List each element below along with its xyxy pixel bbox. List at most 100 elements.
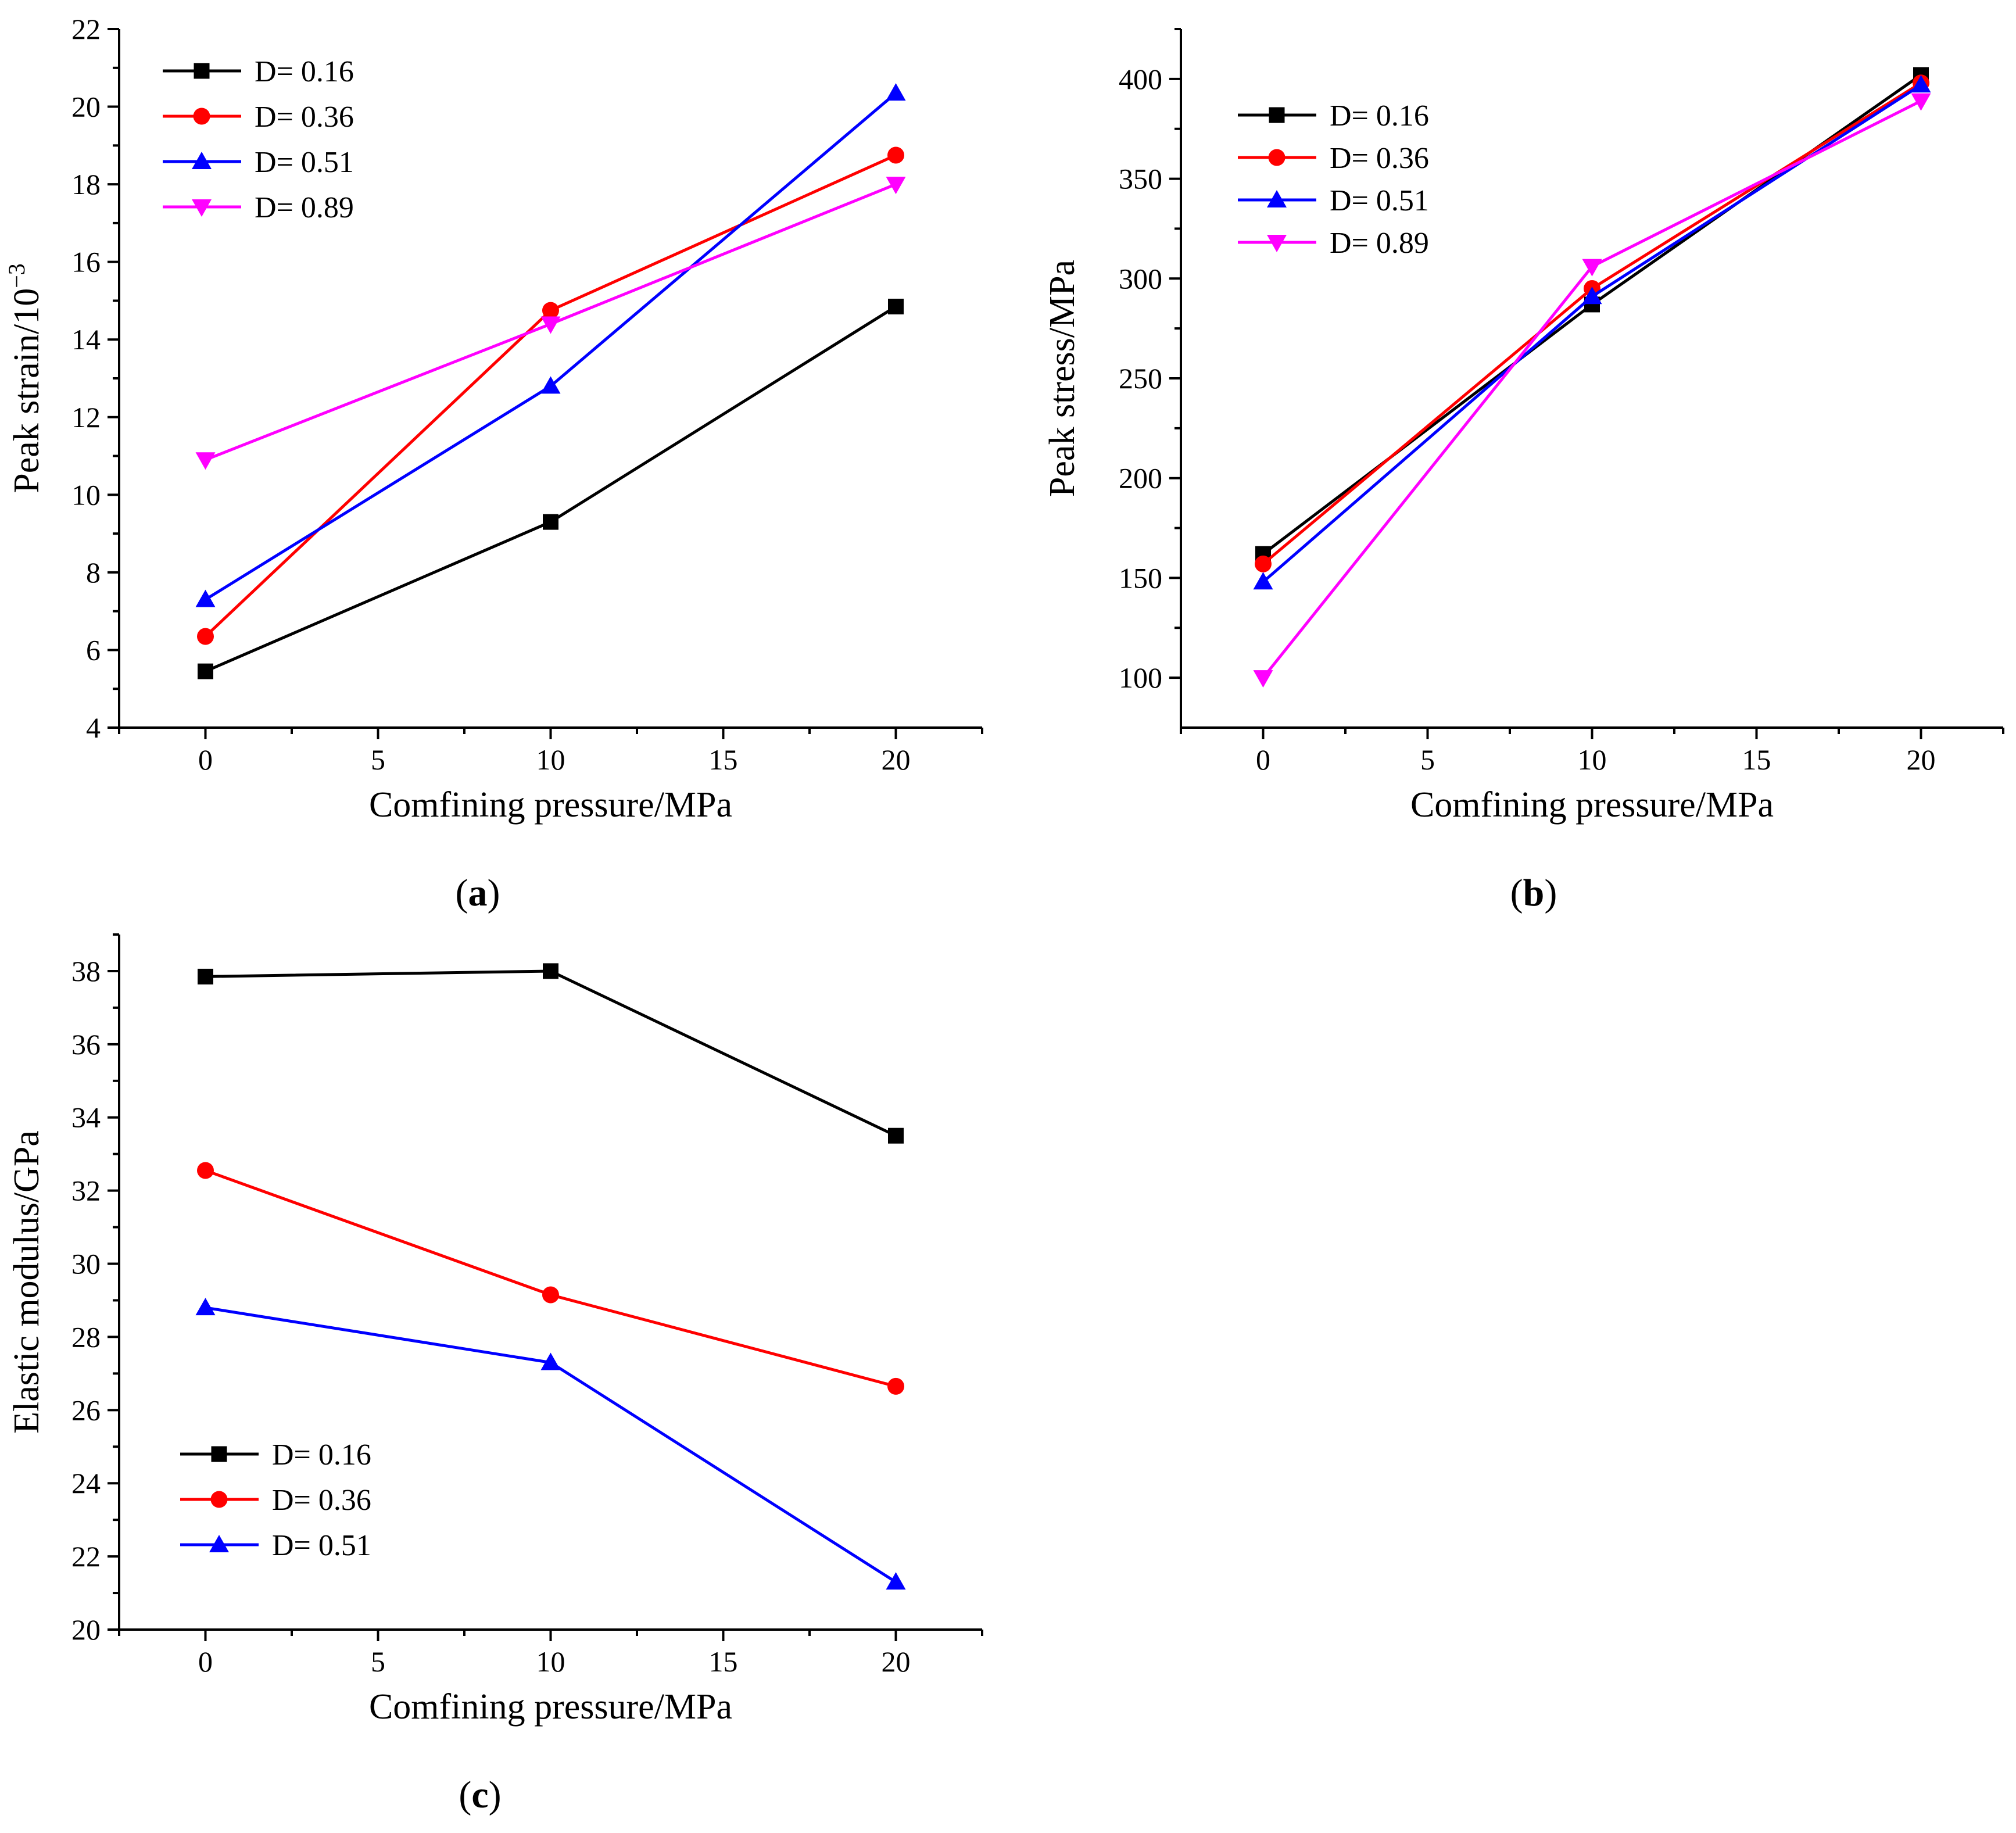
panel-b-caption: (b) [1510,872,1557,914]
y-tick-label: 20 [71,91,101,123]
data-point-2-0 [195,1298,216,1316]
data-point-1-0 [197,628,214,645]
legend-marker [1268,149,1285,166]
legend-marker [1269,107,1285,123]
series-line-016 [205,969,897,1137]
data-point-3-2 [1911,93,1931,111]
data-point-1-1 [542,1286,559,1304]
data-point-3-0 [1253,670,1273,688]
legend-marker [194,63,210,79]
y-tick-label: 20 [71,1613,101,1646]
x-tick-label: 0 [198,1645,213,1678]
series-line-016 [205,305,897,673]
y-tick-label: 350 [1119,163,1162,195]
y-tick-label: 32 [71,1175,101,1207]
legend: D= 0.16 D= 0.36 D= 0.51 D= 0.89 [163,55,354,224]
legend-label: D= 0.51 [1330,184,1429,217]
data-point-2-0 [195,589,216,607]
y-tick-label: 400 [1119,63,1162,95]
y-tick-label: 24 [71,1467,101,1499]
legend-marker [1267,235,1287,252]
x-tick-label: 5 [1420,743,1435,776]
data-point-2-2 [886,1572,906,1590]
x-tick-label: 5 [371,1645,385,1678]
data-point-1-2 [887,146,904,164]
legend-label: D= 0.51 [272,1529,371,1562]
y-tick-label: 12 [71,401,101,434]
x-tick-label: 15 [709,743,738,776]
data-point-2-2 [1911,75,1931,93]
y-tick-label: 26 [71,1394,101,1426]
panel-a: 0 5 10 15 20 4 6 8 10 12 14 16 18 20 22 Comfining press… [3,13,983,825]
x-tick-label: 20 [882,743,911,776]
legend-label: D= 0.16 [272,1438,371,1472]
y-tick-label: 150 [1119,561,1162,594]
legend-marker [211,1446,227,1462]
data-point-1-0 [1255,555,1272,572]
y-tick-label: 8 [86,556,101,589]
data-point-1-0 [197,1162,214,1179]
y-tick-label: 6 [86,633,101,666]
legend-marker [1267,190,1287,207]
panel-a-caption: (a) [456,872,500,914]
y-tick-label: 4 [86,711,101,744]
y-axis-title-main: Peak strain/10 [7,288,46,493]
y-tick-label: 34 [71,1101,101,1134]
legend-label: D= 0.89 [255,191,354,224]
x-axis-title: Comfining pressure/MPa [1410,785,1774,825]
data-point-0-0 [198,968,213,984]
legend-label: D= 0.36 [272,1484,371,1517]
y-axis-title: Elastic modulus/GPa [7,1130,46,1434]
y-tick-label: 22 [71,13,101,45]
legend-label: D= 0.16 [255,55,354,88]
y-axis-title: Peak stress/MPa [1043,260,1082,497]
legend-label: D= 0.36 [1330,142,1429,175]
data-point-3-2 [886,177,906,195]
x-tick-label: 20 [882,1645,911,1678]
data-point-0-2 [888,1127,904,1144]
panel-c-caption: (c) [459,1774,501,1816]
data-point-3-1 [1582,259,1602,277]
x-tick-label: 10 [536,1645,565,1678]
x-tick-label: 10 [1578,743,1607,776]
data-point-0-1 [543,963,558,979]
legend: D= 0.16 D= 0.36 D= 0.51 [180,1438,371,1562]
data-point-2-1 [540,1352,561,1370]
y-tick-label: 36 [71,1028,101,1061]
legend-marker [210,1491,228,1508]
y-tick-label: 28 [71,1320,101,1353]
legend-label: D= 0.36 [255,101,354,134]
legend-marker [193,108,210,125]
data-point-0-0 [198,663,213,679]
y-axis-title-superscript: −3 [3,263,30,288]
legend-marker [209,1535,229,1552]
data-point-2-2 [886,83,906,101]
y-tick-label: 30 [71,1248,101,1280]
data-point-0-1 [543,514,558,530]
data-point-2-1 [1582,287,1602,305]
y-tick-label: 22 [71,1540,101,1573]
x-axis-title: Comfining pressure/MPa [369,785,732,825]
y-tick-label: 100 [1119,661,1162,694]
x-tick-label: 15 [709,1645,738,1678]
data-point-3-0 [195,452,216,470]
y-axis-title-main: Peak stress/MPa [1043,260,1082,497]
x-tick-label: 0 [198,743,213,776]
data-point-0-2 [888,298,904,314]
legend-marker [192,199,212,217]
y-tick-label: 18 [71,168,101,201]
legend: D= 0.16 D= 0.36 D= 0.51 D= 0.89 [1238,99,1429,260]
x-tick-label: 20 [1907,743,1936,776]
y-axis-title: Peak strain/10−3 [3,263,46,493]
x-axis-title: Comfining pressure/MPa [369,1687,732,1727]
legend-marker [192,152,212,169]
y-tick-label: 200 [1119,462,1162,495]
y-tick-label: 16 [71,246,101,278]
y-tick-label: 14 [71,323,101,356]
x-tick-label: 5 [371,743,385,776]
data-point-2-1 [540,376,561,394]
panel-b: 0 5 10 15 20 100 150 200 250 300 350 400 Comfining p… [1043,28,2004,825]
data-point-3-1 [540,316,561,334]
legend-label: D= 0.51 [255,146,354,179]
